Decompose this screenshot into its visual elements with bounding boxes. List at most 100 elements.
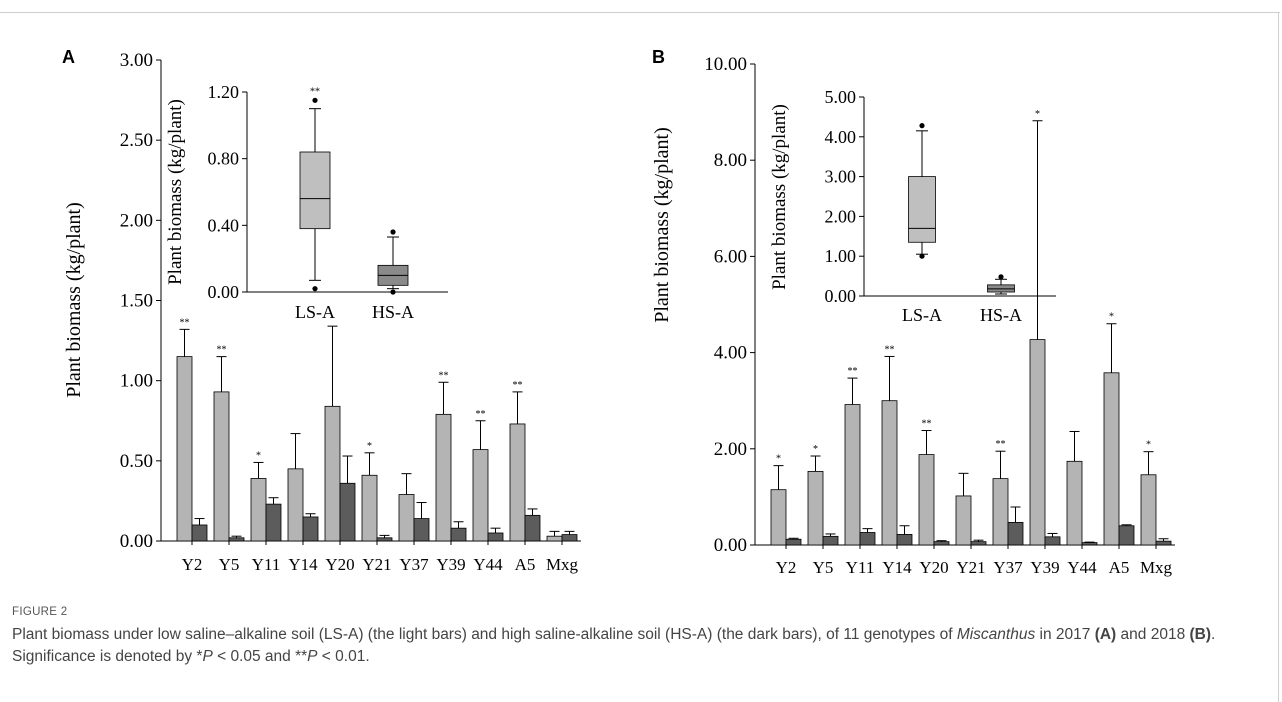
x-tick-label: Y14 <box>288 555 318 574</box>
bar-hs-a <box>1007 521 1024 546</box>
bar-hs-a <box>376 537 393 542</box>
bar-ls-a <box>176 356 193 542</box>
inset-x-tick-label: HS-A <box>980 305 1022 325</box>
inset-y-tick-label: 0.80 <box>208 149 240 169</box>
bar-ls-a <box>1140 474 1157 546</box>
outlier-point <box>312 286 318 292</box>
x-tick-label: Mxg <box>1140 558 1173 577</box>
x-tick-label: Y5 <box>219 555 240 574</box>
x-tick-label: Y37 <box>399 555 429 574</box>
y-tick-label: 0.00 <box>714 535 747 556</box>
x-tick-label: Y39 <box>1030 558 1059 577</box>
bar-ls-a <box>213 391 230 542</box>
y-tick-label: 4.00 <box>714 343 747 364</box>
outlier-point <box>390 229 396 235</box>
caption-p-symbol: P <box>307 648 318 665</box>
x-tick-label: Y5 <box>813 558 834 577</box>
significance-marker: ** <box>848 366 858 377</box>
figure-canvas: A 0.00 0.50 1.00 1.50 2.00 2.50 3.00 Plant bioma… <box>62 47 1175 577</box>
y-tick-label: 6.00 <box>714 246 747 267</box>
significance-marker: ** <box>922 419 932 430</box>
inset-y-tick-label: 5.00 <box>825 87 857 107</box>
x-tick-label: Y39 <box>436 555 465 574</box>
significance-marker: * <box>256 450 261 461</box>
bar-ls-a <box>807 471 824 546</box>
bar-ls-a <box>992 478 1009 546</box>
figure-label: FIGURE 2 <box>12 606 68 618</box>
bar-ls-a <box>1066 460 1083 546</box>
y-tick-label: 1.00 <box>120 371 153 392</box>
bar-hs-a <box>191 524 208 542</box>
bar-hs-a <box>228 537 245 542</box>
caption-part: . Significance is denoted by * <box>12 626 1216 665</box>
x-tick-label: Mxg <box>546 555 579 574</box>
bar-ls-a <box>398 494 415 542</box>
inset-y-tick-label: 0.40 <box>208 215 240 235</box>
y-axis-label: Plant biomass (kg/plant) <box>651 127 673 323</box>
bar-ls-a <box>1029 339 1046 546</box>
figure-caption: FIGURE 2 Plant biomass under low saline–… <box>12 606 1252 668</box>
bar-ls-a <box>361 474 378 542</box>
y-tick-label: 2.50 <box>120 130 153 151</box>
significance-marker: ** <box>996 439 1006 450</box>
caption-part: in 2017 <box>1035 626 1095 643</box>
caption-part: Plant biomass under low saline–alkaline … <box>12 626 957 643</box>
bar-hs-a <box>1044 536 1061 546</box>
bar-hs-a <box>413 518 430 542</box>
panel-letter: B <box>652 47 665 67</box>
bar-hs-a <box>785 538 802 546</box>
bar-hs-a <box>1118 525 1135 546</box>
significance-marker: * <box>367 441 372 452</box>
x-tick-label: Y20 <box>919 558 948 577</box>
x-tick-label: Y37 <box>993 558 1023 577</box>
y-tick-label: 0.00 <box>120 531 153 552</box>
bar-ls-a <box>435 413 452 542</box>
inset-y-tick-label: 4.00 <box>825 127 857 147</box>
x-tick-label: Y14 <box>882 558 912 577</box>
bar-ls-a <box>881 400 898 546</box>
y-tick-label: 8.00 <box>714 150 747 171</box>
figure-frame-right <box>1278 12 1279 702</box>
x-tick-label: Y21 <box>362 555 391 574</box>
caption-text: Plant biomass under low saline–alkaline … <box>12 624 1252 668</box>
x-tick-label: Y2 <box>776 558 797 577</box>
x-tick-label: Y44 <box>473 555 503 574</box>
bar-hs-a <box>822 535 839 546</box>
significance-marker: ** <box>439 370 449 381</box>
bar-hs-a <box>859 532 876 546</box>
bar-hs-a <box>1081 542 1098 546</box>
inset-x-tick-label: LS-A <box>902 305 942 325</box>
caption-panel-b: (B) <box>1189 626 1212 643</box>
panel-letter: A <box>62 47 75 67</box>
bar-ls-a <box>770 489 787 546</box>
significance-marker: * <box>813 444 818 455</box>
outlier-point <box>998 274 1004 280</box>
bar-ls-a <box>955 495 972 546</box>
outlier-point <box>919 253 925 259</box>
bar-ls-a <box>546 535 563 542</box>
significance-marker: ** <box>180 317 190 328</box>
significance-marker: * <box>1146 440 1151 451</box>
significance-marker: ** <box>476 409 486 420</box>
bar-hs-a <box>339 482 356 542</box>
caption-part: < 0.05 and ** <box>212 648 308 665</box>
y-tick-label: 3.00 <box>120 50 153 71</box>
bar-ls-a <box>250 478 267 542</box>
inset-y-tick-label: 0.00 <box>825 286 857 306</box>
bar-hs-a <box>487 532 504 542</box>
inset-x-tick-label: HS-A <box>372 302 414 322</box>
outlier-point <box>312 97 318 103</box>
significance-marker: ** <box>217 345 227 356</box>
inset-x-tick-label: LS-A <box>295 302 335 322</box>
x-tick-label: Y21 <box>956 558 985 577</box>
x-tick-label: Y11 <box>846 558 875 577</box>
significance-marker: * <box>776 454 781 465</box>
bar-ls-a <box>509 423 526 542</box>
x-tick-label: Y2 <box>182 555 203 574</box>
caption-part: < 0.01. <box>317 648 370 665</box>
inset-y-tick-label: 1.20 <box>208 82 240 102</box>
caption-panel-a: (A) <box>1094 626 1117 643</box>
box <box>908 176 936 243</box>
bar-ls-a <box>918 454 935 546</box>
bar-hs-a <box>896 534 913 546</box>
